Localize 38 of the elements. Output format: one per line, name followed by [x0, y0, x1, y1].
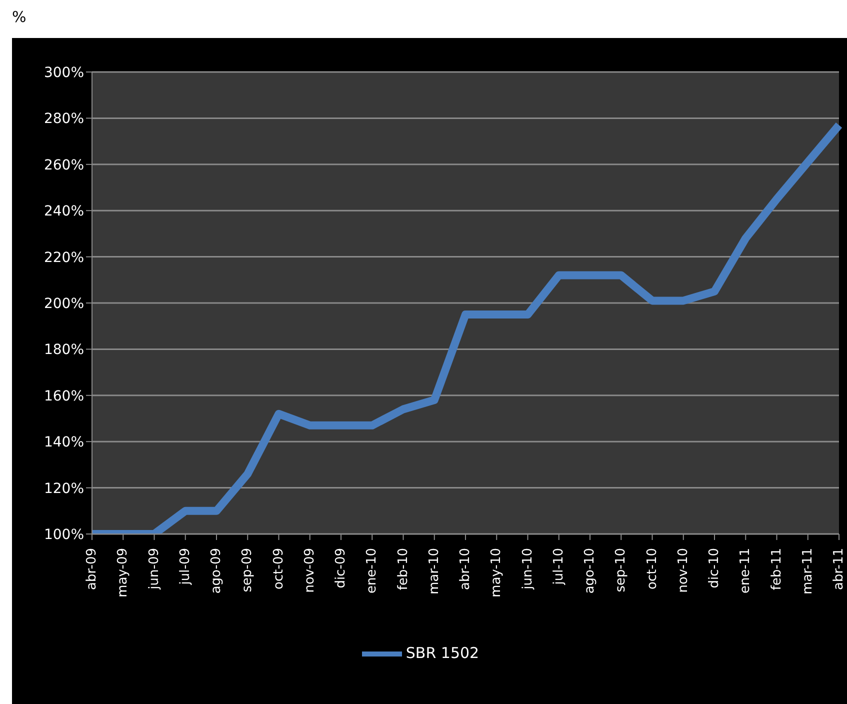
x-tick-label: nov-09 [302, 548, 318, 593]
y-axis-title: % [11, 8, 28, 28]
x-tick-label: ene-10 [364, 548, 380, 594]
x-tick-label: may-09 [116, 548, 131, 598]
y-tick-label: 100% [44, 526, 84, 543]
x-tick-label: dic-09 [334, 548, 348, 588]
y-tick-label: 160% [44, 388, 84, 404]
x-tick-label: ene-11 [738, 548, 754, 594]
y-tick-label: 220% [44, 250, 84, 266]
x-tick-label: jun-09 [146, 548, 162, 590]
x-tick-label: ago-10 [582, 548, 598, 594]
x-tick-label: feb-11 [769, 548, 784, 590]
y-tick-label: 120% [44, 480, 84, 497]
x-tick-label: oct-09 [271, 548, 286, 590]
x-tick-label: ago-09 [209, 548, 224, 594]
y-tick-label: 140% [44, 434, 84, 451]
x-tick-label: sep-09 [240, 548, 256, 592]
x-tick-label: dic-10 [707, 548, 722, 588]
x-tick-label: may-10 [489, 548, 504, 598]
y-tick-label: 200% [44, 296, 84, 312]
y-tick-label: 180% [44, 342, 84, 358]
y-tick-label: 280% [44, 111, 84, 128]
legend-label: SBR 1502 [406, 644, 480, 662]
x-tick-label: feb-10 [396, 548, 411, 590]
y-tick-label: 300% [44, 64, 84, 81]
x-tick-label: jul-09 [178, 548, 193, 586]
x-tick-label: mar-10 [426, 548, 442, 594]
x-tick-label: abr-09 [84, 548, 100, 590]
y-tick-label: 240% [44, 204, 84, 220]
x-tick-label: mar-11 [800, 548, 816, 594]
x-tick-label: abr-10 [458, 548, 473, 590]
x-tick-label: oct-10 [644, 548, 660, 590]
x-tick-label: jun-10 [520, 548, 536, 590]
x-tick-label: nov-10 [676, 548, 691, 593]
x-tick-label: jul-10 [551, 548, 566, 586]
x-tick-label: abr-11 [832, 548, 846, 590]
x-tick-label: sep-10 [614, 548, 629, 592]
y-tick-label: 260% [44, 157, 84, 174]
